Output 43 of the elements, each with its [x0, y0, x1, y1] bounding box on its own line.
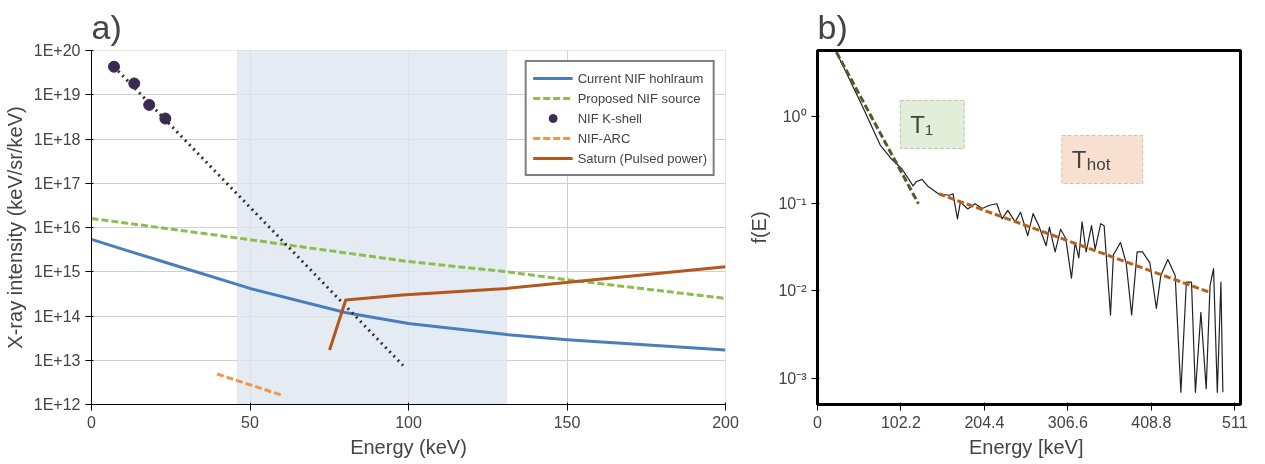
y-tick-label: 1E+13	[33, 351, 81, 369]
y-tick-label: 10⁰	[782, 107, 807, 125]
line-series	[328, 265, 726, 352]
point	[108, 60, 121, 73]
y-tick-label: 10⁻²	[778, 282, 808, 300]
x-tick-label: 408.8	[1131, 413, 1172, 431]
x-tick-label: 511	[1222, 413, 1248, 431]
annotation: Thot	[1071, 146, 1111, 174]
x-axis-title: Energy [keV]	[968, 435, 1084, 458]
x-axis-title: Energy (keV)	[350, 435, 467, 458]
y-tick-label: 10⁻¹	[778, 195, 807, 213]
x-tick-label: 102.2	[880, 413, 922, 431]
x-tick-label: 150	[553, 413, 581, 431]
legend-label: NIF-ARC	[577, 130, 631, 146]
x-tick-label: 50	[241, 413, 259, 431]
y-tick-label: 10⁻³	[778, 369, 808, 387]
y-tick-label: 1E+17	[33, 174, 81, 192]
chart-title: a)	[91, 7, 122, 46]
y-axis-title: X-ray intensity (keV/sr/keV)	[3, 106, 26, 349]
line-series	[91, 216, 726, 300]
y-tick-label: 1E+18	[33, 130, 81, 148]
annotation: T₁	[910, 111, 934, 138]
point	[159, 112, 172, 125]
legend-label: Saturn (Pulsed power)	[577, 150, 707, 166]
x-tick-label: 100	[395, 413, 422, 431]
legend-label: Current NIF hohlraum	[577, 70, 704, 86]
y-tick-label: 1E+16	[33, 219, 81, 236]
y-axis-title: f(E)	[748, 211, 771, 244]
y-tick-label: 1E+15	[33, 263, 81, 281]
point	[128, 77, 141, 90]
x-tick-label: 306.6	[1047, 413, 1088, 431]
y-tick-label: 1E+12	[33, 396, 81, 413]
x-tick-label: 0	[87, 413, 97, 431]
y-tick-label: 1E+19	[33, 86, 81, 104]
y-tick-label: 1E+14	[33, 307, 81, 325]
legend-label: NIF K-shell	[577, 110, 642, 126]
x-tick-label: 200	[712, 413, 739, 431]
chart-title: b)	[817, 7, 848, 46]
legend-label: Proposed NIF source	[577, 90, 701, 106]
y-tick-label: 1E+20	[33, 42, 81, 59]
x-tick-label: 204.4	[964, 413, 1005, 431]
x-tick-label: 0	[813, 413, 823, 431]
line-series	[91, 237, 726, 352]
